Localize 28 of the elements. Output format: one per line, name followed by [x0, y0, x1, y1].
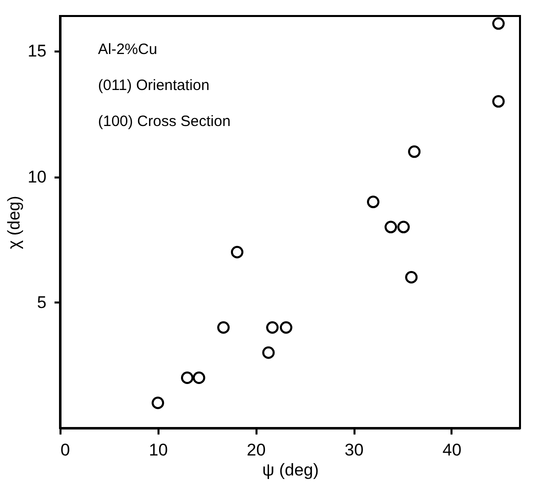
x-tick-label: 0 — [60, 440, 70, 460]
y-tick-label: 10 — [28, 167, 46, 186]
point — [152, 396, 164, 410]
y-tick-label: 5 — [37, 292, 46, 312]
annotation: (011) Orientation — [98, 77, 210, 94]
annotation: Al-2%Cu — [98, 41, 158, 58]
x-tick-label: 10 — [148, 440, 168, 460]
x-tick-label: 30 — [344, 440, 364, 460]
point — [180, 372, 194, 384]
point — [405, 271, 418, 284]
x-axis-title: ψ (deg) — [262, 460, 319, 480]
y-axis-title: χ (deg) — [4, 196, 24, 250]
point — [266, 321, 279, 334]
point — [230, 246, 244, 258]
point — [366, 196, 380, 208]
point — [408, 145, 421, 158]
point — [492, 95, 505, 108]
y-tick-label: 15 — [28, 42, 46, 61]
point — [384, 220, 398, 234]
x-tick-label: 40 — [442, 440, 462, 460]
point — [397, 220, 410, 234]
point — [280, 321, 292, 334]
x-tick-label: 20 — [246, 440, 266, 460]
point — [217, 321, 230, 334]
point — [262, 346, 275, 359]
annotation: (100) Cross Section — [98, 113, 231, 130]
point — [192, 372, 206, 384]
point — [492, 17, 505, 30]
